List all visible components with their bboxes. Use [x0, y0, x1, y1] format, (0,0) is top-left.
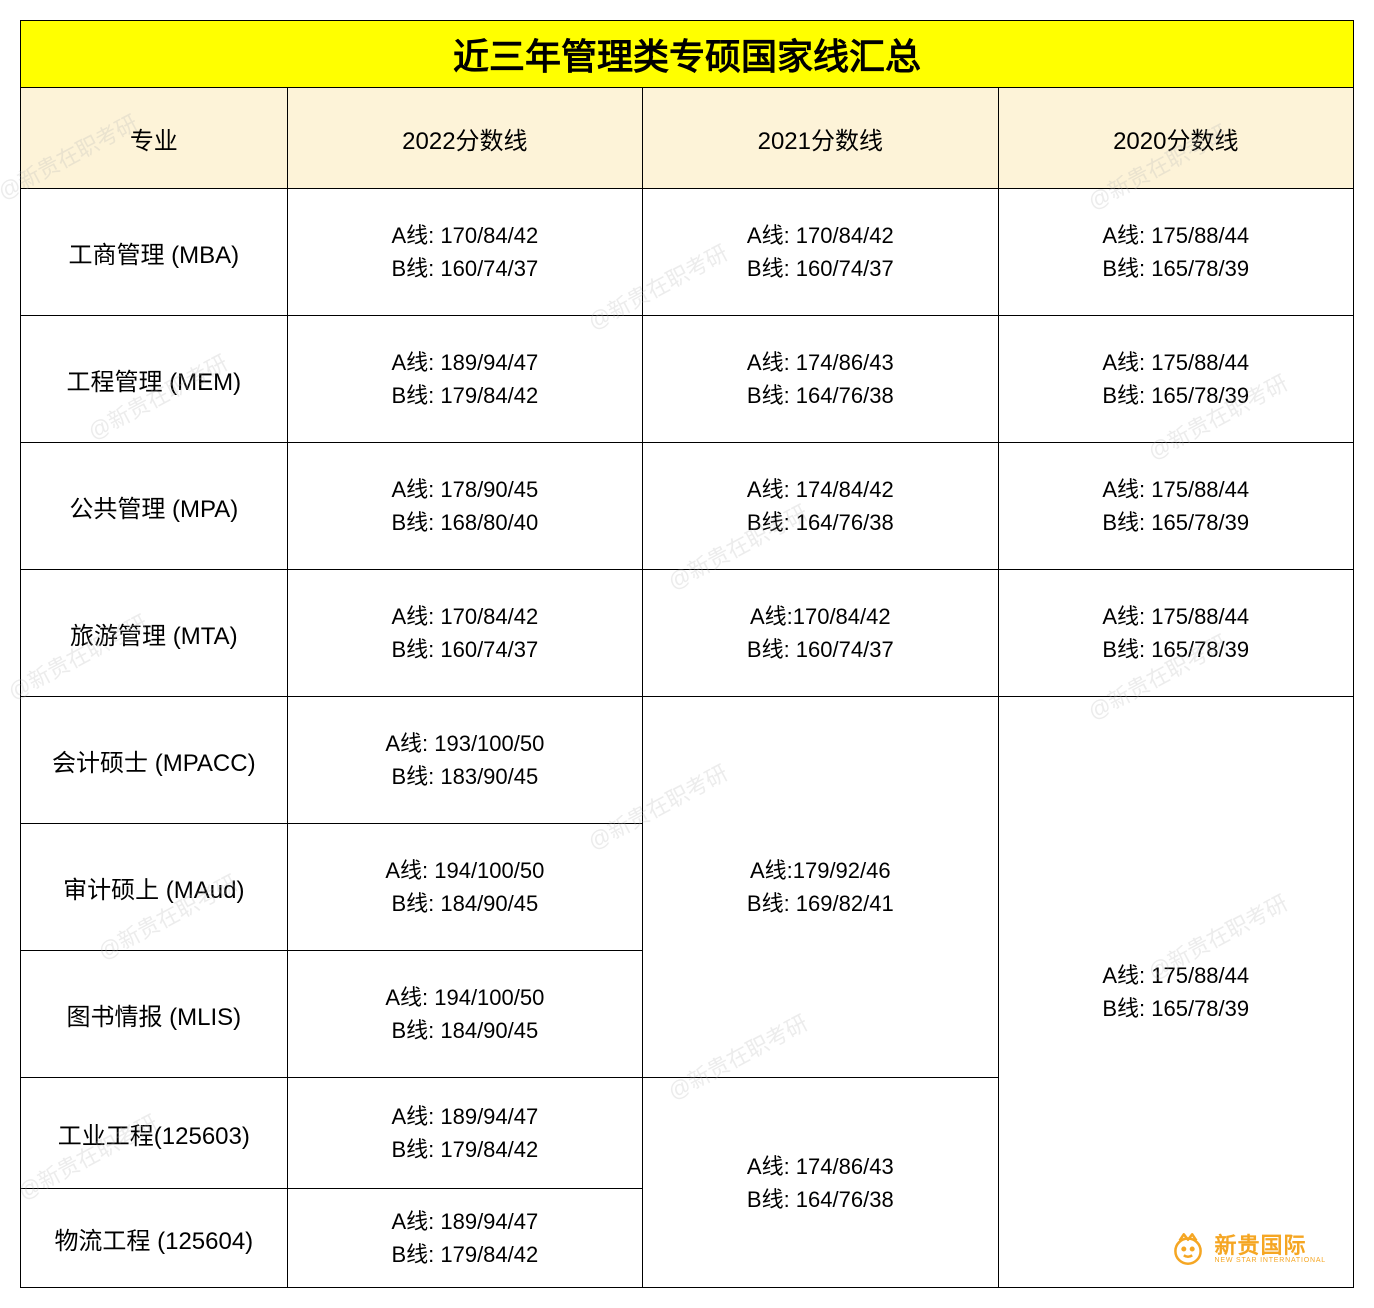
score-cell: A线: 189/94/47 B线: 179/84/42: [287, 1189, 642, 1288]
score-cell: A线: 193/100/50 B线: 183/90/45: [287, 697, 642, 824]
merged-2020: A线: 175/88/44 B线: 165/78/39: [998, 697, 1353, 1288]
merged-2021-bot: A线: 174/86/43 B线: 164/76/38: [643, 1078, 998, 1288]
major-cell: 审计硕上 (MAud): [21, 824, 288, 951]
header-2022: 2022分数线: [287, 88, 642, 189]
score-cell: A线: 175/88/44 B线: 165/78/39: [998, 316, 1353, 443]
b-line: B线: 179/84/42: [288, 1238, 642, 1271]
b-line: B线: 179/84/42: [288, 379, 642, 412]
score-cell: A线: 194/100/50 B线: 184/90/45: [287, 824, 642, 951]
b-line: B线: 160/74/37: [643, 633, 997, 666]
a-line: A线: 189/94/47: [288, 346, 642, 379]
a-line: A线: 189/94/47: [288, 1100, 642, 1133]
score-cell: A线: 174/86/43 B线: 164/76/38: [643, 316, 998, 443]
a-line: A线: 174/84/42: [643, 473, 997, 506]
a-line: A线: 175/88/44: [999, 346, 1353, 379]
b-line: B线: 165/78/39: [999, 379, 1353, 412]
score-cell: A线: 170/84/42 B线: 160/74/37: [287, 189, 642, 316]
score-cell: A线: 174/84/42 B线: 164/76/38: [643, 443, 998, 570]
score-table: 近三年管理类专硕国家线汇总 专业 2022分数线 2021分数线 2020分数线…: [20, 20, 1354, 1288]
table-row: 旅游管理 (MTA) A线: 170/84/42 B线: 160/74/37 A…: [21, 570, 1354, 697]
score-cell: A线: 170/84/42 B线: 160/74/37: [287, 570, 642, 697]
major-cell: 图书情报 (MLIS): [21, 951, 288, 1078]
score-cell: A线: 175/88/44 B线: 165/78/39: [998, 189, 1353, 316]
lion-crown-icon: [1167, 1228, 1209, 1270]
logo-cn: 新贵国际: [1215, 1234, 1326, 1257]
a-line: A线: 174/86/43: [643, 1150, 997, 1183]
score-table-container: 近三年管理类专硕国家线汇总 专业 2022分数线 2021分数线 2020分数线…: [20, 20, 1354, 1288]
a-line: A线:179/92/46: [643, 854, 997, 887]
a-line: A线: 194/100/50: [288, 981, 642, 1014]
major-cell: 工程管理 (MEM): [21, 316, 288, 443]
title-row: 近三年管理类专硕国家线汇总: [21, 21, 1354, 88]
b-line: B线: 164/76/38: [643, 506, 997, 539]
b-line: B线: 169/82/41: [643, 887, 997, 920]
score-cell: A线: 189/94/47 B线: 179/84/42: [287, 1078, 642, 1189]
b-line: B线: 184/90/45: [288, 1014, 642, 1047]
header-major: 专业: [21, 88, 288, 189]
b-line: B线: 183/90/45: [288, 760, 642, 793]
table-row: 公共管理 (MPA) A线: 178/90/45 B线: 168/80/40 A…: [21, 443, 1354, 570]
a-line: A线: 170/84/42: [288, 219, 642, 252]
score-cell: A线: 178/90/45 B线: 168/80/40: [287, 443, 642, 570]
a-line: A线: 193/100/50: [288, 727, 642, 760]
b-line: B线: 165/78/39: [999, 992, 1353, 1025]
b-line: B线: 164/76/38: [643, 379, 997, 412]
major-cell: 工商管理 (MBA): [21, 189, 288, 316]
merged-2021-top: A线:179/92/46 B线: 169/82/41: [643, 697, 998, 1078]
b-line: B线: 184/90/45: [288, 887, 642, 920]
table-row: 会计硕士 (MPACC) A线: 193/100/50 B线: 183/90/4…: [21, 697, 1354, 824]
score-cell: A线: 175/88/44 B线: 165/78/39: [998, 443, 1353, 570]
score-cell: A线: 194/100/50 B线: 184/90/45: [287, 951, 642, 1078]
b-line: B线: 168/80/40: [288, 506, 642, 539]
a-line: A线: 178/90/45: [288, 473, 642, 506]
score-cell: A线: 170/84/42 B线: 160/74/37: [643, 189, 998, 316]
b-line: B线: 179/84/42: [288, 1133, 642, 1166]
a-line: A线: 189/94/47: [288, 1205, 642, 1238]
major-cell: 旅游管理 (MTA): [21, 570, 288, 697]
b-line: B线: 160/74/37: [643, 252, 997, 285]
score-cell: A线: 189/94/47 B线: 179/84/42: [287, 316, 642, 443]
b-line: B线: 165/78/39: [999, 506, 1353, 539]
a-line: A线: 175/88/44: [999, 959, 1353, 992]
table-title: 近三年管理类专硕国家线汇总: [21, 21, 1354, 88]
score-cell: A线: 175/88/44 B线: 165/78/39: [998, 570, 1353, 697]
header-2020: 2020分数线: [998, 88, 1353, 189]
major-cell: 工业工程(125603): [21, 1078, 288, 1189]
b-line: B线: 165/78/39: [999, 252, 1353, 285]
header-2021: 2021分数线: [643, 88, 998, 189]
table-row: 工程管理 (MEM) A线: 189/94/47 B线: 179/84/42 A…: [21, 316, 1354, 443]
header-row: 专业 2022分数线 2021分数线 2020分数线: [21, 88, 1354, 189]
a-line: A线: 174/86/43: [643, 346, 997, 379]
major-cell: 会计硕士 (MPACC): [21, 697, 288, 824]
major-cell: 物流工程 (125604): [21, 1189, 288, 1288]
table-row: 工商管理 (MBA) A线: 170/84/42 B线: 160/74/37 A…: [21, 189, 1354, 316]
brand-logo: 新贵国际 NEW STAR INTERNATIONAL: [1167, 1228, 1326, 1270]
logo-en: NEW STAR INTERNATIONAL: [1215, 1257, 1326, 1264]
b-line: B线: 165/78/39: [999, 633, 1353, 666]
a-line: A线:170/84/42: [643, 600, 997, 633]
b-line: B线: 164/76/38: [643, 1183, 997, 1216]
score-cell: A线:170/84/42 B线: 160/74/37: [643, 570, 998, 697]
b-line: B线: 160/74/37: [288, 252, 642, 285]
a-line: A线: 175/88/44: [999, 219, 1353, 252]
a-line: A线: 170/84/42: [288, 600, 642, 633]
a-line: A线: 194/100/50: [288, 854, 642, 887]
major-cell: 公共管理 (MPA): [21, 443, 288, 570]
a-line: A线: 170/84/42: [643, 219, 997, 252]
logo-text: 新贵国际 NEW STAR INTERNATIONAL: [1215, 1234, 1326, 1264]
a-line: A线: 175/88/44: [999, 473, 1353, 506]
a-line: A线: 175/88/44: [999, 600, 1353, 633]
b-line: B线: 160/74/37: [288, 633, 642, 666]
